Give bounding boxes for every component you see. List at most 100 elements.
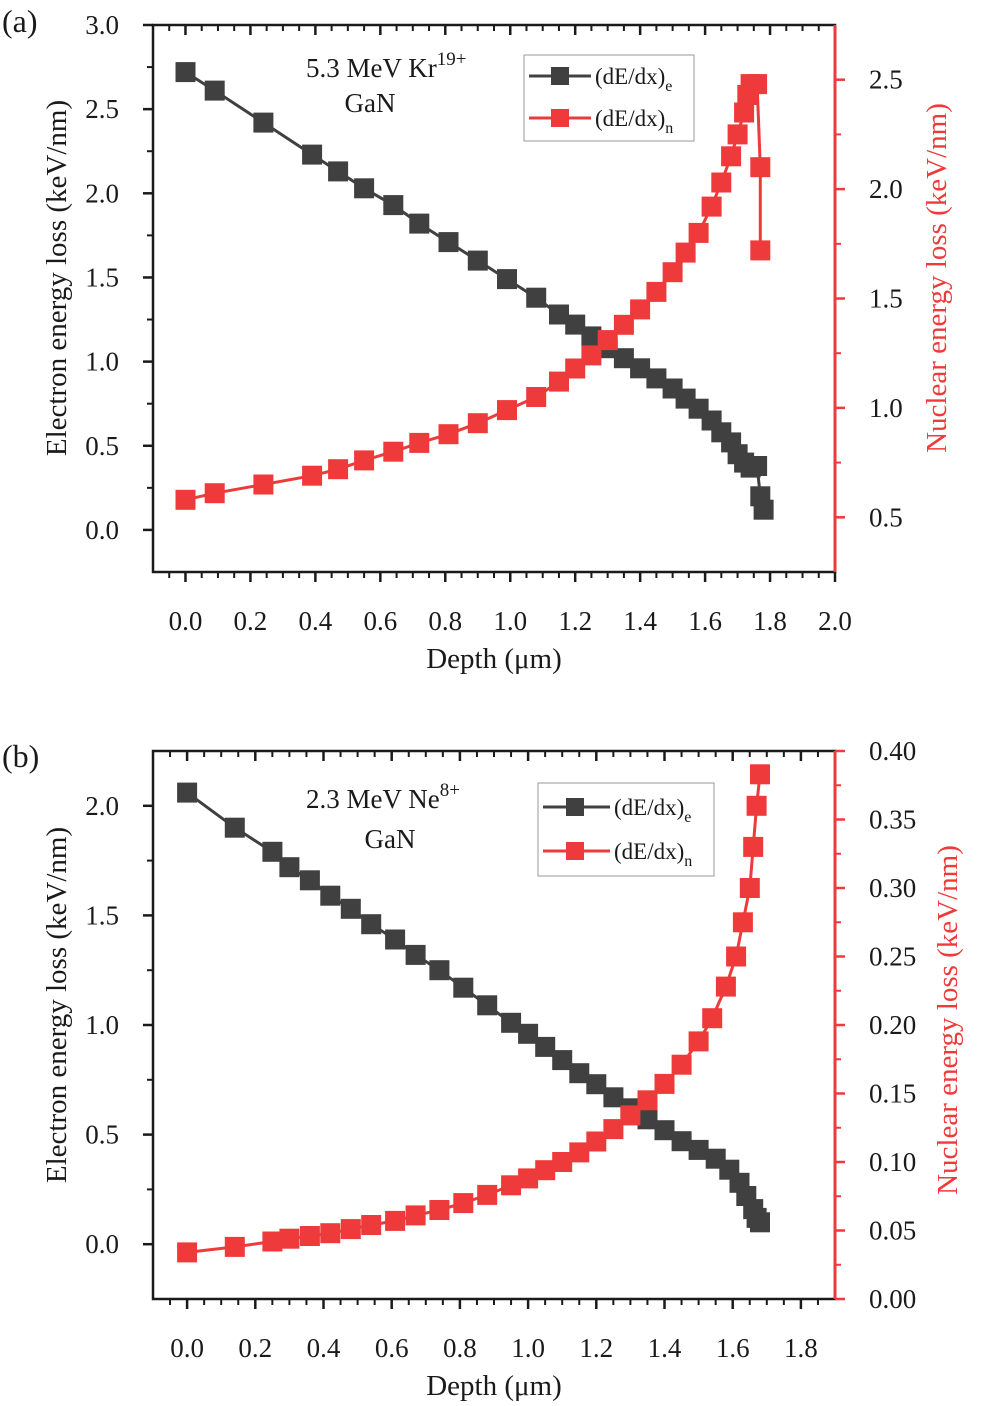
y-left-tick-label: 1.0 xyxy=(85,1010,119,1040)
nuclear-loss-point xyxy=(453,1193,474,1214)
electron-loss-point xyxy=(630,358,651,379)
electron-loss-point xyxy=(279,857,300,878)
nuclear-loss-point xyxy=(726,946,747,967)
electron-loss-point xyxy=(747,456,768,476)
nuclear-loss-point xyxy=(302,465,323,486)
nuclear-loss-point xyxy=(702,1008,723,1029)
y-right-tick-label: 0.10 xyxy=(869,1147,916,1177)
electron-loss-point xyxy=(340,898,361,919)
nuclear-loss-point xyxy=(711,172,732,193)
electron-loss-point xyxy=(405,944,426,965)
nuclear-loss-point xyxy=(597,330,618,351)
nuclear-loss-point xyxy=(734,102,755,123)
panel-a: (a) 0.0 0.2 0.4 0.6 0.8 1.0 1.2 1.4 1.6 1.8 2.0 0.… xyxy=(2,3,953,675)
x-axis-label-a: Depth (μm) xyxy=(426,643,562,675)
nuclear-loss-point xyxy=(662,262,683,283)
electron-loss-point xyxy=(328,161,349,182)
y-right-tick-label: 0.00 xyxy=(869,1284,916,1314)
y-right-tick-label: 0.15 xyxy=(869,1079,916,1109)
nuclear-loss-point xyxy=(477,1184,498,1205)
nuclear-loss-line xyxy=(185,82,762,502)
nuclear-loss-point xyxy=(354,450,375,471)
y-right-tick-label: 0.40 xyxy=(869,736,916,766)
nuclear-loss-point xyxy=(262,1231,283,1252)
x-tick-label: 1.0 xyxy=(511,1333,545,1363)
x-tick-label: 0.6 xyxy=(375,1333,409,1363)
x-tick-label: 0.0 xyxy=(170,1333,204,1363)
nuclear-loss-point xyxy=(409,432,430,453)
electron-loss-point xyxy=(224,817,245,838)
x-axis-b: 0.0 0.2 0.4 0.6 0.8 1.0 1.2 1.4 1.6 1.8 xyxy=(169,751,819,1363)
nuclear-loss-point xyxy=(361,1215,382,1235)
panel-label-b: (b) xyxy=(2,738,39,774)
panel-b: (b) 0.0 0.2 0.4 0.6 0.8 1.0 1.2 1.4 1.6 1.8 0.0 0.… xyxy=(2,736,964,1402)
legend-marker-nuclear-a xyxy=(551,109,569,127)
nuclear-loss-point xyxy=(405,1205,426,1226)
electron-loss-point xyxy=(497,269,517,290)
ion-annotation-b: 2.3 MeV Ne8+ xyxy=(306,780,460,814)
ion-annotation-a: 5.3 MeV Kr19+ xyxy=(306,49,466,83)
nuclear-loss-point xyxy=(279,1228,300,1249)
nuclear-loss-point xyxy=(204,483,225,504)
nuclear-loss-point xyxy=(750,240,771,261)
electron-loss-point xyxy=(409,213,430,234)
electron-loss-point xyxy=(613,348,634,369)
nuclear-loss-point xyxy=(549,371,569,392)
x-axis-a: 0.0 0.2 0.4 0.6 0.8 1.0 1.2 1.4 1.6 1.8 2.0 xyxy=(168,25,852,636)
electron-loss-point xyxy=(361,914,382,935)
nuclear-series-b xyxy=(177,764,770,1263)
electron-loss-point xyxy=(383,195,404,216)
electron-loss-point xyxy=(565,314,586,335)
plot-frame-b xyxy=(151,749,837,1301)
electron-loss-point xyxy=(385,929,406,950)
nuclear-loss-point xyxy=(746,795,767,816)
electron-loss-point xyxy=(253,112,274,133)
x-tick-label: 0.0 xyxy=(169,606,203,636)
nuclear-loss-point xyxy=(569,1142,590,1163)
nuclear-loss-point xyxy=(175,489,196,510)
right-axis-a: 0.5 1.0 1.5 2.0 2.5 xyxy=(833,25,903,572)
x-tick-label: 0.6 xyxy=(363,606,397,636)
nuclear-loss-point xyxy=(429,1200,450,1220)
right-axis-b: 0.00 0.05 0.10 0.15 0.20 0.25 0.30 0.35 0.40 xyxy=(833,736,916,1314)
nuclear-loss-point xyxy=(747,74,768,95)
nuclear-loss-point xyxy=(177,1242,198,1263)
electron-loss-point xyxy=(302,144,323,165)
electron-loss-point xyxy=(753,499,774,520)
x-tick-label: 1.4 xyxy=(623,606,657,636)
legend-marker-electron-a xyxy=(551,67,569,85)
electron-loss-point xyxy=(646,368,667,389)
left-axis-a: 0.0 0.5 1.0 1.5 2.0 2.5 3.0 xyxy=(85,10,153,545)
y-right-tick-label: 2.0 xyxy=(869,174,903,204)
nuclear-loss-point xyxy=(743,836,764,857)
nuclear-loss-point xyxy=(224,1236,245,1257)
y-right-tick-label: 0.25 xyxy=(869,942,916,972)
y-right-tick-label: 0.05 xyxy=(869,1216,916,1246)
x-tick-label: 1.6 xyxy=(716,1333,750,1363)
legend-label-electron-a: (dE/dx)e xyxy=(595,64,672,95)
x-tick-label: 1.8 xyxy=(753,606,787,636)
y-right-tick-label: 0.20 xyxy=(869,1010,916,1040)
y-left-tick-label: 1.5 xyxy=(85,262,119,292)
nuclear-loss-point xyxy=(654,1073,675,1094)
y-left-tick-label: 3.0 xyxy=(85,10,119,40)
nuclear-loss-point xyxy=(732,912,753,933)
legend-a: (dE/dx)e (dE/dx)n xyxy=(523,54,695,142)
nuclear-series-a xyxy=(175,74,771,510)
nuclear-loss-point xyxy=(613,314,634,335)
electron-loss-point xyxy=(175,62,196,83)
nuclear-loss-point xyxy=(750,157,771,178)
nuclear-loss-point xyxy=(467,413,488,434)
electron-loss-point xyxy=(569,1063,590,1084)
x-tick-label: 1.6 xyxy=(688,606,722,636)
y-right-tick-label: 0.30 xyxy=(869,873,916,903)
left-axis-label-a: Electron energy loss (keV/nm) xyxy=(41,100,73,456)
y-left-tick-label: 2.0 xyxy=(85,178,119,208)
right-axis-label-a: Nuclear energy loss (keV/nm) xyxy=(921,103,953,453)
electron-loss-point xyxy=(354,178,375,199)
electron-loss-point xyxy=(535,1036,556,1057)
electron-loss-point xyxy=(637,1109,658,1130)
nuclear-loss-point xyxy=(671,1054,692,1075)
electron-loss-point xyxy=(429,960,450,981)
x-tick-label: 0.8 xyxy=(428,606,462,636)
